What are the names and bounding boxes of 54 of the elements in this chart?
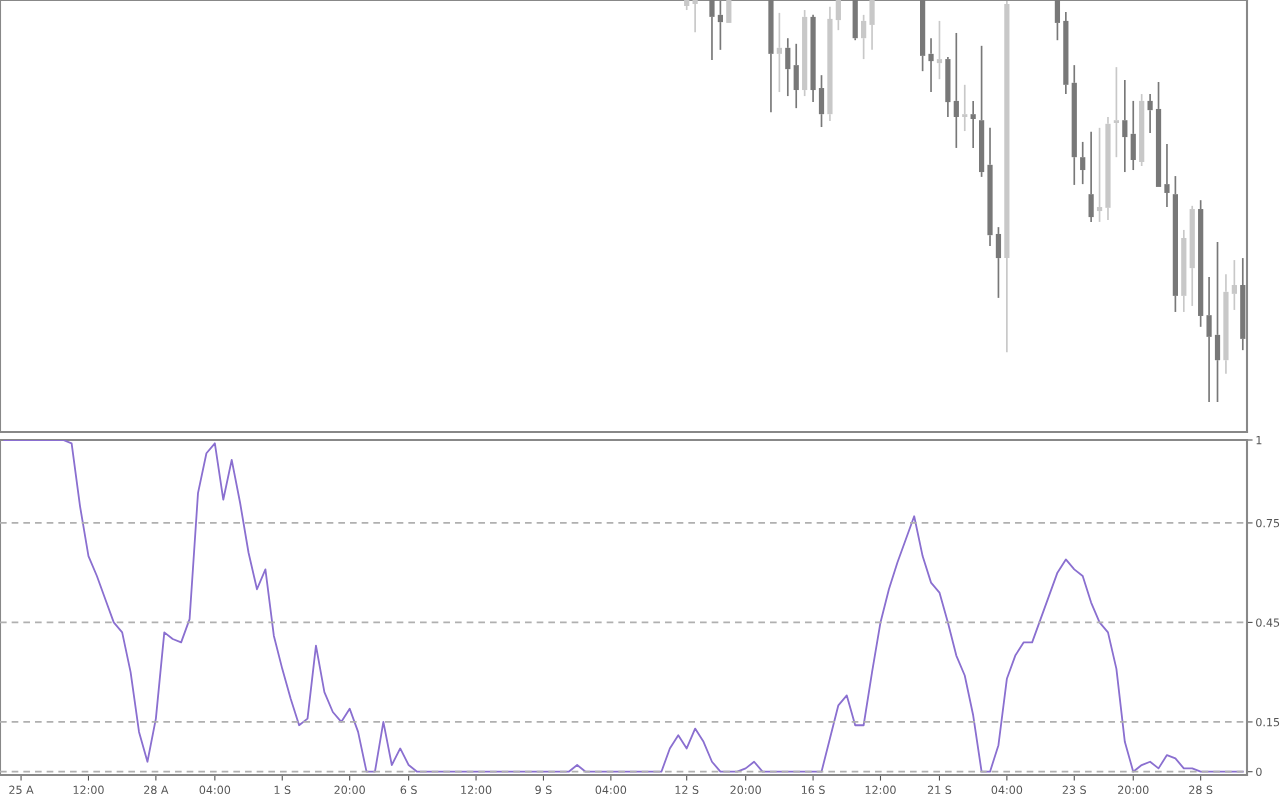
candlestick [1189,204,1195,307]
candlestick [1063,11,1069,95]
x-tick-label: 04:00 [595,785,627,795]
line-series [3,440,1244,773]
x-tick-label: 12 S [675,785,699,795]
candlestick [1113,66,1120,159]
x-tick-label: 04:00 [991,785,1023,795]
x-tick-label: 12:00 [73,785,104,795]
candlestick [1071,64,1077,186]
x-tick-label: 21 S [927,785,952,795]
candlestick [1181,229,1187,313]
candlestick [953,32,959,149]
candlestick [987,127,993,247]
x-tick-label: 1 S [274,785,291,795]
x-tick-label: 23 S [1062,785,1087,795]
candlestick [1122,79,1128,173]
candlestick [1206,276,1212,403]
candlestick [1088,131,1094,223]
candlestick [1214,241,1221,403]
x-tick-label: 28 A [144,785,169,795]
candlestick [1139,93,1145,167]
x-tick-label: 16 S [801,785,825,795]
candlestick [928,37,934,93]
candlestick [1164,143,1170,208]
candlestick [827,5,833,122]
candlestick [810,14,816,103]
candlestick [776,12,782,93]
x-tick-label: 20:00 [730,785,761,795]
x-tick-label: 20:00 [334,785,365,795]
candlestick [1223,273,1229,375]
candlestick [1105,116,1111,221]
candlestick [1130,100,1136,171]
y-tick-label: 0.75 [1256,518,1280,528]
x-tick-label: 28 S [1189,785,1213,795]
y-tick-label: 1 [1256,436,1262,445]
x-tick-label: 20:00 [1118,785,1149,795]
x-tick-label: 12:00 [865,785,896,795]
candlestick [962,83,968,132]
candlestick [945,56,951,118]
x-tick-label: 25 A [9,785,34,795]
candlestick [1147,93,1153,134]
x-tick-label: 12:00 [461,785,492,795]
x-tick-label: 9 S [535,785,552,795]
x-tick-label: 6 S [400,785,417,795]
y-tick-label: 0.15 [1256,717,1280,727]
candlestick [1240,257,1246,351]
y-tick-label: 0.45 [1256,618,1280,627]
candlestick [1004,0,1010,353]
candlestick [793,42,799,109]
y-tick-label: 0 [1256,767,1262,777]
candlestick [1080,141,1086,185]
x-tick-label: 04:00 [199,785,231,795]
candlestick [970,100,976,149]
candlestick [785,37,791,97]
